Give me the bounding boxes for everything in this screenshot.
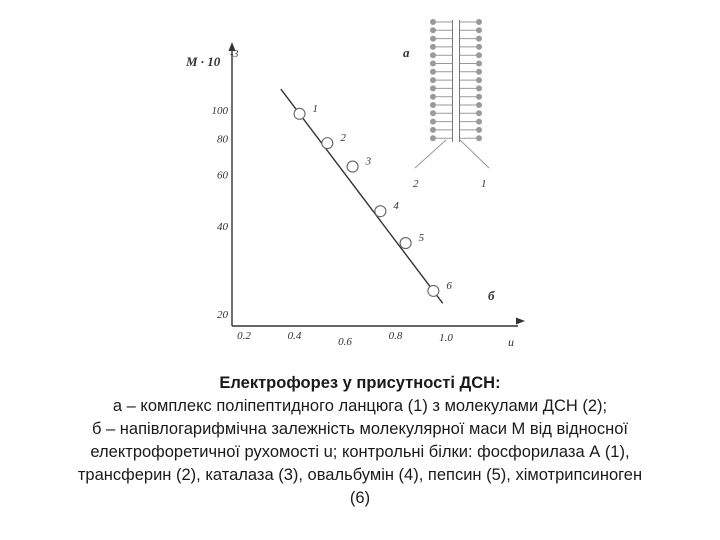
sds-bead [430,110,436,117]
y-tick-label: 20 [217,309,229,321]
panel-label-a: а [403,45,410,60]
data-point-label: 4 [393,200,399,212]
caption-title: Електрофорез у присутності ДСН: [219,374,501,392]
sds-bead [430,52,436,59]
sds-bead [476,102,482,108]
x-tick-label: 0.6 [338,336,352,348]
data-points: 1 2 3 4 5 6 [293,103,452,297]
sds-bead [430,135,436,142]
caption-line-b4: (6) [349,489,371,507]
x-axis-label: u [508,335,514,349]
sds-bead [430,60,436,67]
pointer-line-2 [414,139,447,169]
caption-line-b1: б – напівлогарифмічна залежність молекул… [92,420,628,438]
sds-bead [430,118,436,125]
sds-bead [476,118,482,125]
figure-caption: Електрофорез у присутності ДСН: а – комп… [20,372,700,510]
data-point [374,205,387,218]
data-point-label: 3 [365,156,372,168]
figure: M · 10 -3 u б 100 80 60 40 20 0.2 0.4 0.6 0.8 1.… [185,19,525,349]
y-tick-label: 80 [217,133,229,145]
sds-bead [476,35,482,42]
sds-bead [476,52,482,59]
sds-beads [430,19,482,142]
diagram-label-1: 1 [481,178,487,190]
series-trend-line [280,88,444,304]
sds-bead [476,27,482,34]
sds-bead [476,77,482,84]
x-axis-arrow [516,317,525,325]
sds-bead [476,135,482,142]
sds-bead [430,27,436,34]
sds-bead [430,19,436,25]
data-point [321,137,334,150]
sds-bead [476,19,482,25]
data-point-label: 1 [313,103,319,115]
caption-line-b3: трансферин (2), каталаза (3), овальбумін… [77,466,643,484]
data-point-label: 5 [419,232,425,244]
panel-label-b: б [488,288,495,303]
sds-bead [476,60,482,67]
x-tick-label: 0.2 [237,330,251,342]
sds-bead [430,43,436,50]
sds-bead [476,85,482,92]
data-point-label: 2 [340,132,346,144]
y-tick-label: 100 [212,105,229,117]
y-axis-arrow [228,42,236,51]
caption-line-b2: електрофоретичної рухомості u; контрольн… [90,443,630,461]
sds-bead [430,35,436,42]
sds-bead [430,93,436,100]
pointer-line-1 [459,139,490,169]
sds-bead [476,68,482,75]
diagram-label-2: 2 [413,178,419,190]
sds-bead [430,85,436,92]
data-point [399,237,412,250]
y-tick-label: 60 [217,170,229,182]
sds-bead [430,77,436,84]
sds-complex-diagram: а 2 1 [403,19,490,190]
x-tick-label: 0.8 [389,330,403,342]
y-tick-label: 40 [217,221,229,233]
y-tick-labels: 100 80 60 40 20 [212,105,229,321]
sds-bead [476,93,482,100]
x-tick-label: 0.4 [288,330,302,342]
data-point [427,284,440,297]
data-point [346,160,359,173]
x-tick-labels: 0.2 0.4 0.6 0.8 1.0 [237,330,453,348]
sds-bead [430,68,436,75]
sds-bead [476,110,482,117]
data-point [293,107,306,120]
data-point-label: 6 [446,280,452,292]
y-axis-label-exponent: -3 [230,49,238,60]
y-axis-label: M · 10 [185,54,221,69]
sds-bead [476,126,482,133]
x-tick-label: 1.0 [439,332,453,344]
sds-bead [430,126,436,133]
sds-bead [430,102,436,108]
sds-bead [476,43,482,50]
caption-line-a: а – комплекс поліпептидного ланцюга (1) … [112,397,608,415]
